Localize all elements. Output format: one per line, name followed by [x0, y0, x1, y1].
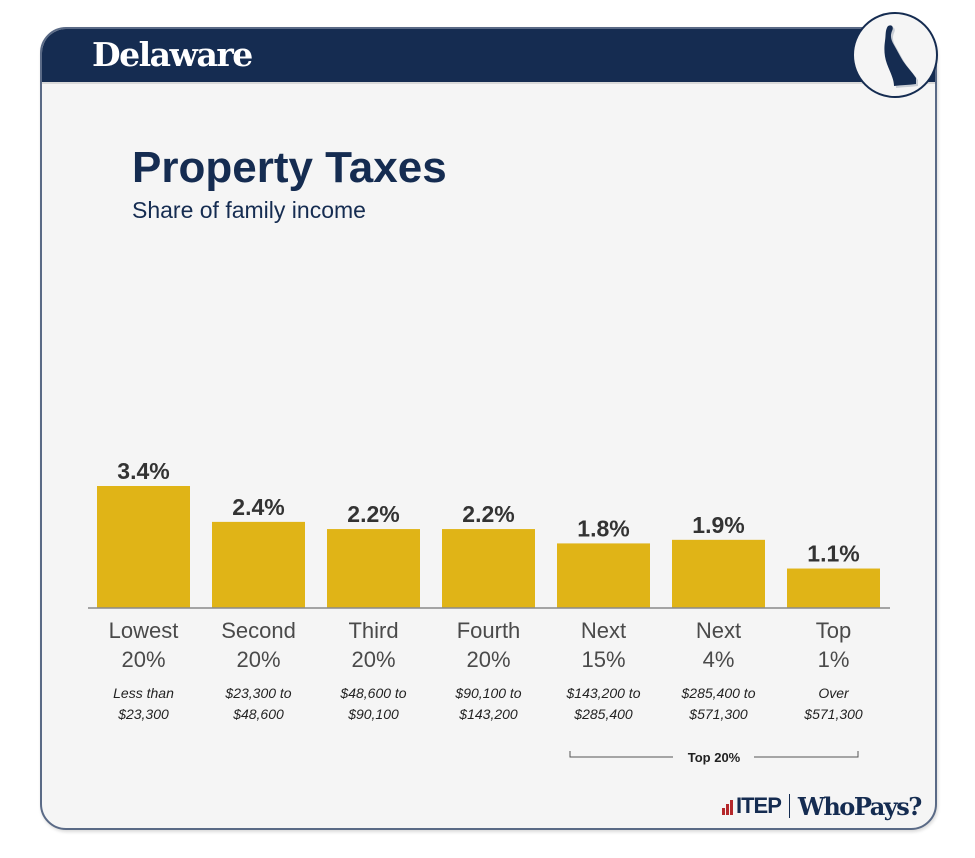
value-label: 2.4% — [232, 494, 284, 520]
bar — [97, 486, 190, 608]
category-label-line2: 20% — [121, 647, 165, 672]
income-range-line2: $285,400 — [573, 706, 633, 722]
category-label-line1: Third — [348, 618, 398, 643]
itep-logo-text: ITEP — [736, 793, 782, 818]
category-label-line1: Fourth — [457, 618, 521, 643]
bracket-left-line — [569, 751, 673, 758]
bar — [787, 568, 880, 608]
bar — [442, 529, 535, 608]
category-label-line1: Lowest — [109, 618, 179, 643]
bar — [212, 521, 305, 608]
category-label-line2: 15% — [581, 647, 625, 672]
state-name: Delaware — [92, 35, 253, 74]
value-label: 1.8% — [577, 515, 629, 541]
chart-subtitle: Share of family income — [132, 197, 366, 223]
category-label-line1: Second — [221, 618, 296, 643]
value-label: 1.9% — [692, 512, 744, 538]
bar — [327, 529, 420, 608]
value-label: 3.4% — [117, 458, 169, 484]
logo-separator — [788, 794, 790, 818]
income-range-line1: $285,400 to — [681, 685, 756, 701]
category-label-line1: Top — [816, 618, 851, 643]
header-bar: Delaware — [42, 29, 935, 84]
category-label-line2: 20% — [351, 647, 395, 672]
income-range-line2: $90,100 — [347, 706, 399, 722]
category-label-line1: Next — [581, 618, 626, 643]
category-label-line2: 20% — [466, 647, 510, 672]
income-range-line2: $571,300 — [688, 706, 748, 722]
income-range-line1: $23,300 to — [224, 685, 291, 701]
bracket-right-line — [754, 751, 859, 758]
income-range-line2: $143,200 — [458, 706, 518, 722]
delaware-state-shape-icon — [852, 12, 938, 98]
itep-whopays-logo: ITEP WhoPays? — [722, 791, 922, 821]
itep-bar-icon — [722, 797, 734, 815]
chart-title: Property Taxes — [132, 143, 447, 192]
value-label: 2.2% — [462, 501, 514, 527]
bar — [672, 539, 765, 608]
value-label: 1.1% — [807, 541, 859, 567]
bracket-label: Top 20% — [688, 750, 741, 765]
value-label: 2.2% — [347, 501, 399, 527]
top-20-bracket: Top 20% — [569, 750, 859, 765]
bar — [557, 543, 650, 608]
category-label-line2: 4% — [703, 647, 735, 672]
income-range-line2: $48,600 — [232, 706, 284, 722]
income-range-line2: $571,300 — [803, 706, 863, 722]
income-range-line1: $90,100 to — [454, 685, 521, 701]
whopays-logo-text: WhoPays? — [797, 791, 922, 821]
chart-card: Delaware Property Taxes Share of family … — [40, 27, 937, 830]
category-label-line2: 20% — [236, 647, 280, 672]
income-range-line1: Over — [818, 685, 850, 701]
income-range-line1: $143,200 to — [566, 685, 641, 701]
income-range-line1: Less than — [113, 685, 174, 701]
income-range-line1: $48,600 to — [339, 685, 406, 701]
category-label-line1: Next — [696, 618, 741, 643]
income-range-line2: $23,300 — [117, 706, 169, 722]
category-label-line2: 1% — [818, 647, 850, 672]
